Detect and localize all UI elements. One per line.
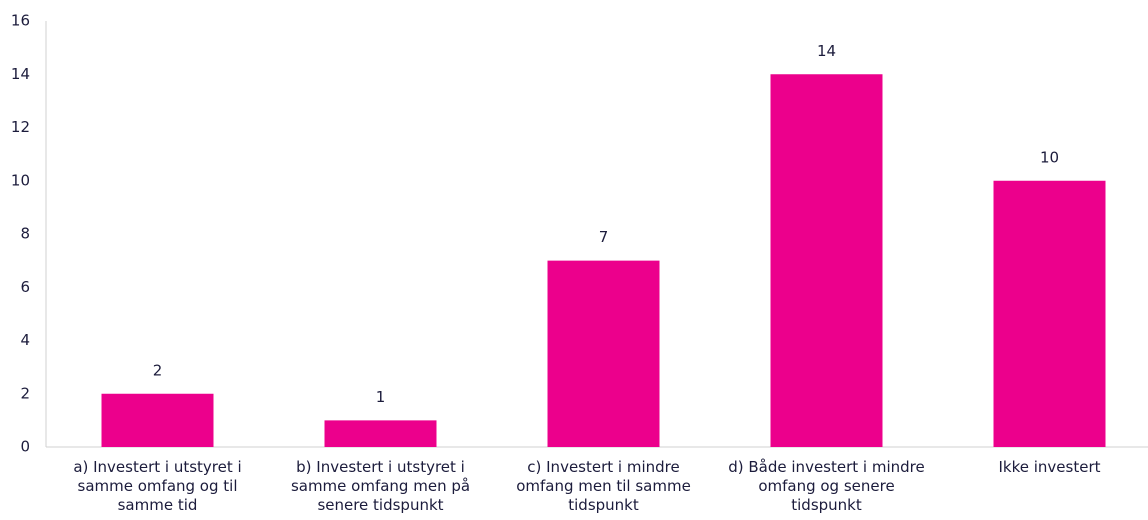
- y-tick-label: 6: [20, 278, 30, 296]
- y-tick-label: 10: [11, 171, 30, 189]
- data-label: 1: [376, 388, 386, 406]
- y-tick-label: 0: [20, 438, 30, 456]
- bar: [993, 180, 1106, 447]
- y-tick-label: 12: [11, 118, 30, 136]
- y-tick-label: 2: [20, 384, 30, 402]
- x-tick-label: d) Både investert i mindre omfang og sen…: [728, 458, 925, 514]
- y-tick-label: 14: [11, 65, 30, 83]
- x-tick-label: a) Investert i utstyret i samme omfang o…: [73, 458, 242, 514]
- data-label: 7: [599, 228, 609, 246]
- x-tick-label: Ikke investert: [998, 458, 1101, 476]
- data-label: 2: [153, 361, 163, 379]
- y-tick-label: 8: [20, 225, 30, 243]
- bar: [770, 74, 883, 447]
- bar: [547, 260, 660, 447]
- x-tick-label: c) Investert i mindre omfang men til sam…: [516, 458, 691, 514]
- y-tick-label: 4: [20, 331, 30, 349]
- bar: [101, 393, 214, 447]
- x-tick-label: b) Investert i utstyret i samme omfang m…: [290, 458, 471, 514]
- bar: [324, 420, 437, 447]
- data-label: 10: [1040, 148, 1059, 166]
- y-tick-label: 16: [11, 12, 30, 30]
- data-label: 14: [817, 42, 836, 60]
